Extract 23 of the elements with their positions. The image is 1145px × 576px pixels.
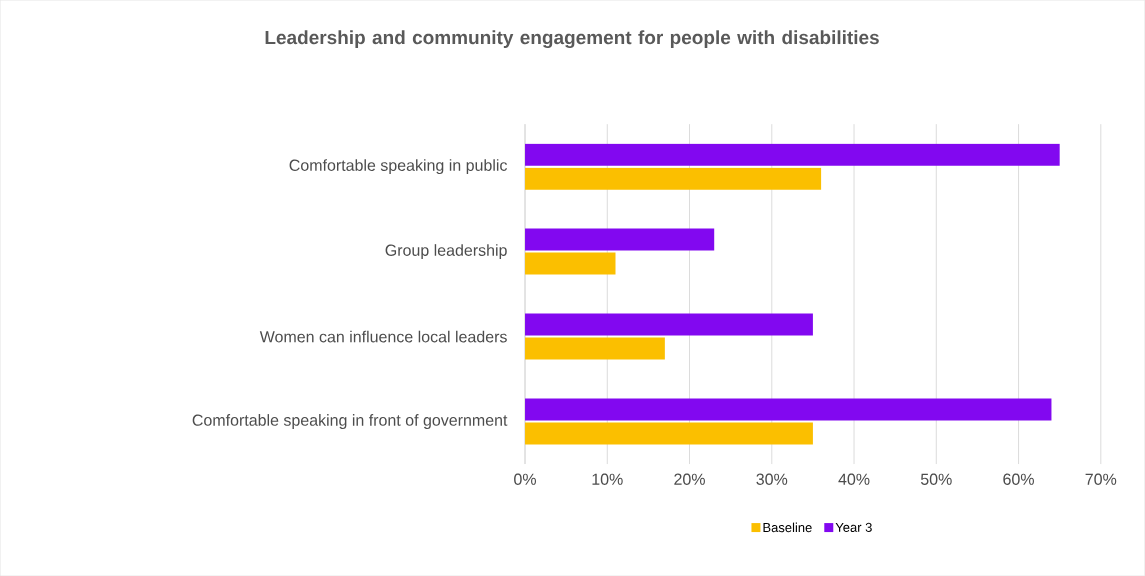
x-tick-label: 60% — [1003, 473, 1034, 485]
bar — [525, 422, 813, 445]
x-tick-label: 70% — [1085, 473, 1117, 485]
bar — [525, 228, 715, 251]
x-tick-label: 30% — [756, 473, 788, 485]
y-tick-label: Comfortable speaking in front of government — [192, 414, 508, 429]
bar — [525, 143, 1060, 166]
bar — [525, 398, 1052, 421]
legend-label: Baseline — [763, 522, 812, 533]
x-tick-label: 50% — [920, 473, 952, 485]
bar — [525, 313, 813, 336]
chart-title: Leadership and community engagement for people with disabilities — [265, 30, 879, 48]
legend-label: Year 3 — [835, 522, 872, 532]
y-tick-label: Group leadership — [385, 244, 507, 259]
bar — [525, 252, 616, 275]
x-tick-label: 10% — [592, 473, 623, 485]
x-tick-label: 40% — [838, 473, 870, 485]
x-tick-label: 0% — [514, 473, 537, 485]
x-tick-label: 20% — [674, 473, 705, 485]
bar — [525, 337, 665, 360]
bar — [525, 167, 822, 190]
y-tick-label: Women can influence local leaders — [259, 330, 507, 343]
y-tick-label: Comfortable speaking in public — [289, 159, 508, 175]
